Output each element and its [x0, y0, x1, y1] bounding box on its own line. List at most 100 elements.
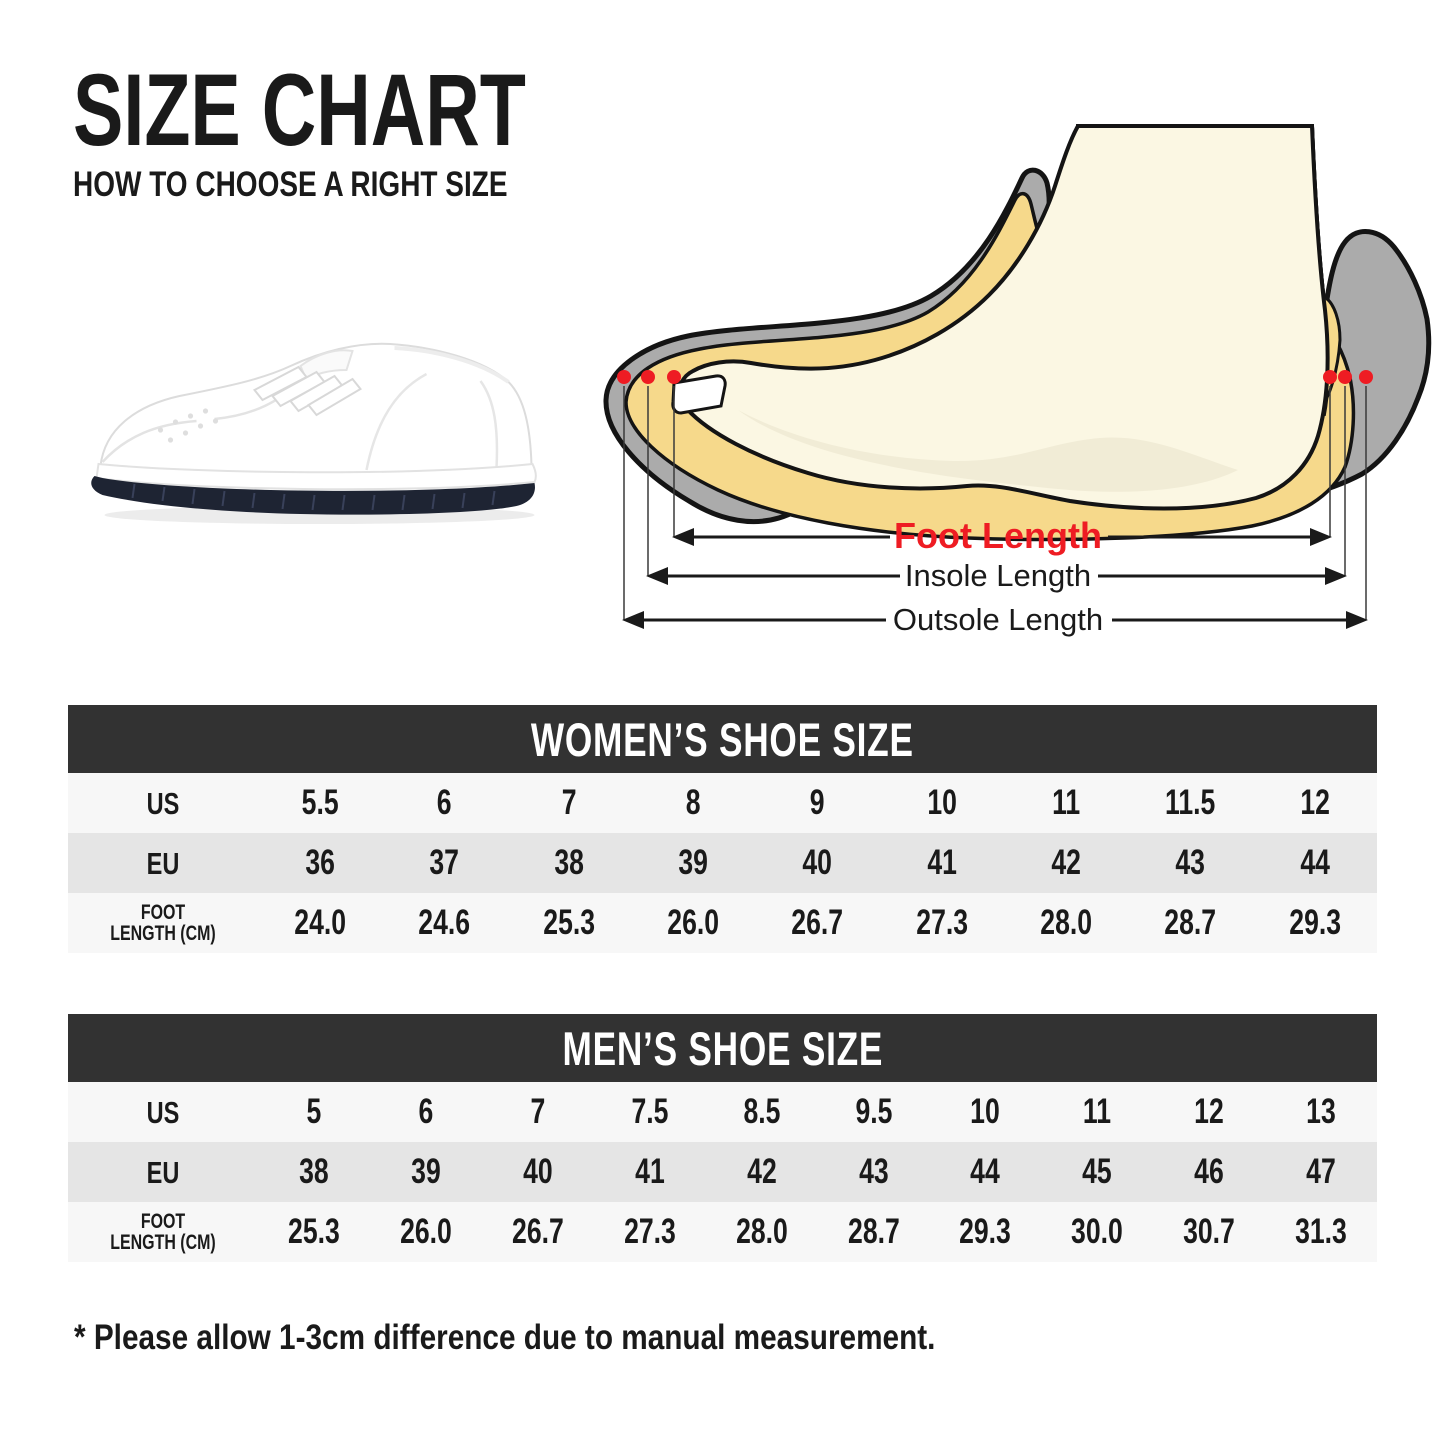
foot-length-label: Foot Length [894, 515, 1102, 556]
size-value: 26.7 [511, 1212, 564, 1251]
size-value: 45 [1082, 1152, 1113, 1191]
size-value: 36 [305, 843, 335, 882]
sneaker-photo [91, 342, 537, 524]
size-value: 47 [1306, 1152, 1336, 1191]
size-value: 43 [858, 1152, 889, 1191]
size-value: 29.3 [1288, 903, 1341, 942]
quarter-seam [365, 372, 428, 471]
size-value: 25.3 [542, 903, 595, 942]
outsole-tread [131, 483, 496, 511]
measurement-disclaimer: * Please allow 1-3cm difference due to m… [74, 1318, 936, 1357]
outsole [91, 476, 535, 515]
row-label: FOOT LENGTH (CM) [110, 901, 216, 945]
heel-seam [479, 380, 499, 469]
size-value: 12 [1300, 783, 1330, 822]
size-value: 11 [1052, 783, 1081, 822]
guide-lines [623, 386, 1367, 620]
row-label: EU [146, 845, 180, 881]
midsole [95, 462, 537, 491]
size-table-row: FOOT LENGTH (CM) 24.0 24.6 25.3 26.0 26.7 27.3 2… [68, 893, 1377, 953]
size-value: 28.7 [847, 1212, 900, 1251]
row-label: US [146, 1094, 180, 1130]
size-value: 26.0 [667, 903, 720, 942]
size-value: 39 [678, 843, 708, 882]
size-value: 46 [1194, 1152, 1224, 1191]
header: SIZE CHART HOW TO CHOOSE A RIGHT SIZE [73, 53, 685, 205]
measure-dots [617, 370, 1373, 384]
outsole-length-arrowheads [622, 611, 1368, 629]
mens-size-table: MEN’S SHOE SIZE US 5 6 7 7.5 8.5 9.5 10 11 12 13 EU… [68, 1014, 1377, 1262]
size-value: 6 [418, 1092, 434, 1131]
womens-size-table: WOMEN’S SHOE SIZE US 5.5 6 7 8 9 10 11 11.5 12 EU 3… [68, 705, 1377, 953]
insole-length-arrowheads [646, 567, 1347, 585]
size-value: 42 [1051, 843, 1081, 882]
size-value: 30.7 [1183, 1212, 1236, 1251]
size-value: 39 [411, 1152, 441, 1191]
size-value: 26.7 [791, 903, 844, 942]
insole-length-label: Insole Length [905, 558, 1091, 593]
size-value: 38 [299, 1152, 329, 1191]
outsole-length-label: Outsole Length [893, 602, 1103, 637]
size-table-row: US 5 6 7 7.5 8.5 9.5 10 11 12 13 [68, 1082, 1377, 1142]
size-value: 40 [522, 1152, 553, 1191]
laces [252, 365, 363, 417]
size-value: 41 [927, 843, 957, 882]
size-value: 11.5 [1165, 783, 1216, 822]
size-value: 8 [685, 783, 701, 822]
size-table-row: EU 38 39 40 41 42 43 44 45 46 47 [68, 1142, 1377, 1202]
size-value: 27.3 [623, 1212, 676, 1251]
size-value: 37 [429, 843, 460, 882]
foot-measurement-diagram: Foot Length Insole Length Outsole Length [603, 124, 1432, 637]
foot-shading [738, 410, 1238, 492]
size-value: 5 [306, 1092, 322, 1131]
size-value: 44 [970, 1152, 1001, 1191]
row-label: FOOT LENGTH (CM) [110, 1210, 216, 1254]
foot [677, 124, 1330, 511]
size-value: 28.0 [1040, 903, 1093, 942]
womens-table-header: WOMEN’S SHOE SIZE [68, 705, 1377, 773]
size-value: 43 [1175, 843, 1206, 882]
size-value: 5.5 [301, 783, 339, 822]
size-value: 10 [927, 783, 957, 822]
size-value: 8.5 [743, 1092, 781, 1131]
size-value: 42 [746, 1152, 777, 1191]
size-value: 41 [634, 1152, 665, 1191]
size-value: 11 [1083, 1092, 1112, 1131]
size-value: 28.0 [735, 1212, 788, 1251]
size-value: 6 [437, 783, 452, 822]
size-value: 44 [1300, 843, 1330, 882]
collar-line [394, 346, 510, 384]
size-table-row: EU 36 37 38 39 40 41 42 43 44 [68, 833, 1377, 893]
size-value: 24.6 [418, 903, 471, 942]
size-value: 9 [810, 783, 825, 822]
toe-cap-seam [101, 419, 197, 463]
size-value: 28.7 [1164, 903, 1217, 942]
size-value: 38 [554, 843, 584, 882]
size-value: 7 [530, 1092, 546, 1131]
size-value: 26.0 [399, 1212, 452, 1251]
page-title: SIZE CHART [73, 53, 526, 167]
size-value: 13 [1306, 1092, 1336, 1131]
foot-length-arrowheads [672, 528, 1332, 546]
mens-table-header: MEN’S SHOE SIZE [68, 1014, 1377, 1082]
page-subtitle: HOW TO CHOOSE A RIGHT SIZE [73, 164, 508, 204]
size-value: 10 [970, 1092, 1001, 1131]
toe-perforations [157, 408, 219, 443]
size-value: 9.5 [854, 1092, 892, 1131]
size-value: 27.3 [915, 903, 968, 942]
size-value: 29.3 [959, 1212, 1012, 1251]
size-value: 7.5 [631, 1092, 669, 1131]
toenail [671, 374, 727, 415]
row-label: EU [146, 1154, 180, 1190]
size-table-row: FOOT LENGTH (CM) 25.3 26.0 26.7 27.3 28.0 28.7 2… [68, 1202, 1377, 1262]
size-value: 24.0 [294, 903, 347, 942]
size-value: 7 [561, 783, 577, 822]
size-value: 12 [1194, 1092, 1224, 1131]
size-value: 25.3 [288, 1212, 340, 1251]
size-value: 31.3 [1295, 1212, 1347, 1251]
size-value: 40 [802, 843, 833, 882]
row-label: US [146, 785, 180, 821]
size-value: 30.0 [1071, 1212, 1124, 1251]
size-table-row: US 5.5 6 7 8 9 10 11 11.5 12 [68, 773, 1377, 833]
